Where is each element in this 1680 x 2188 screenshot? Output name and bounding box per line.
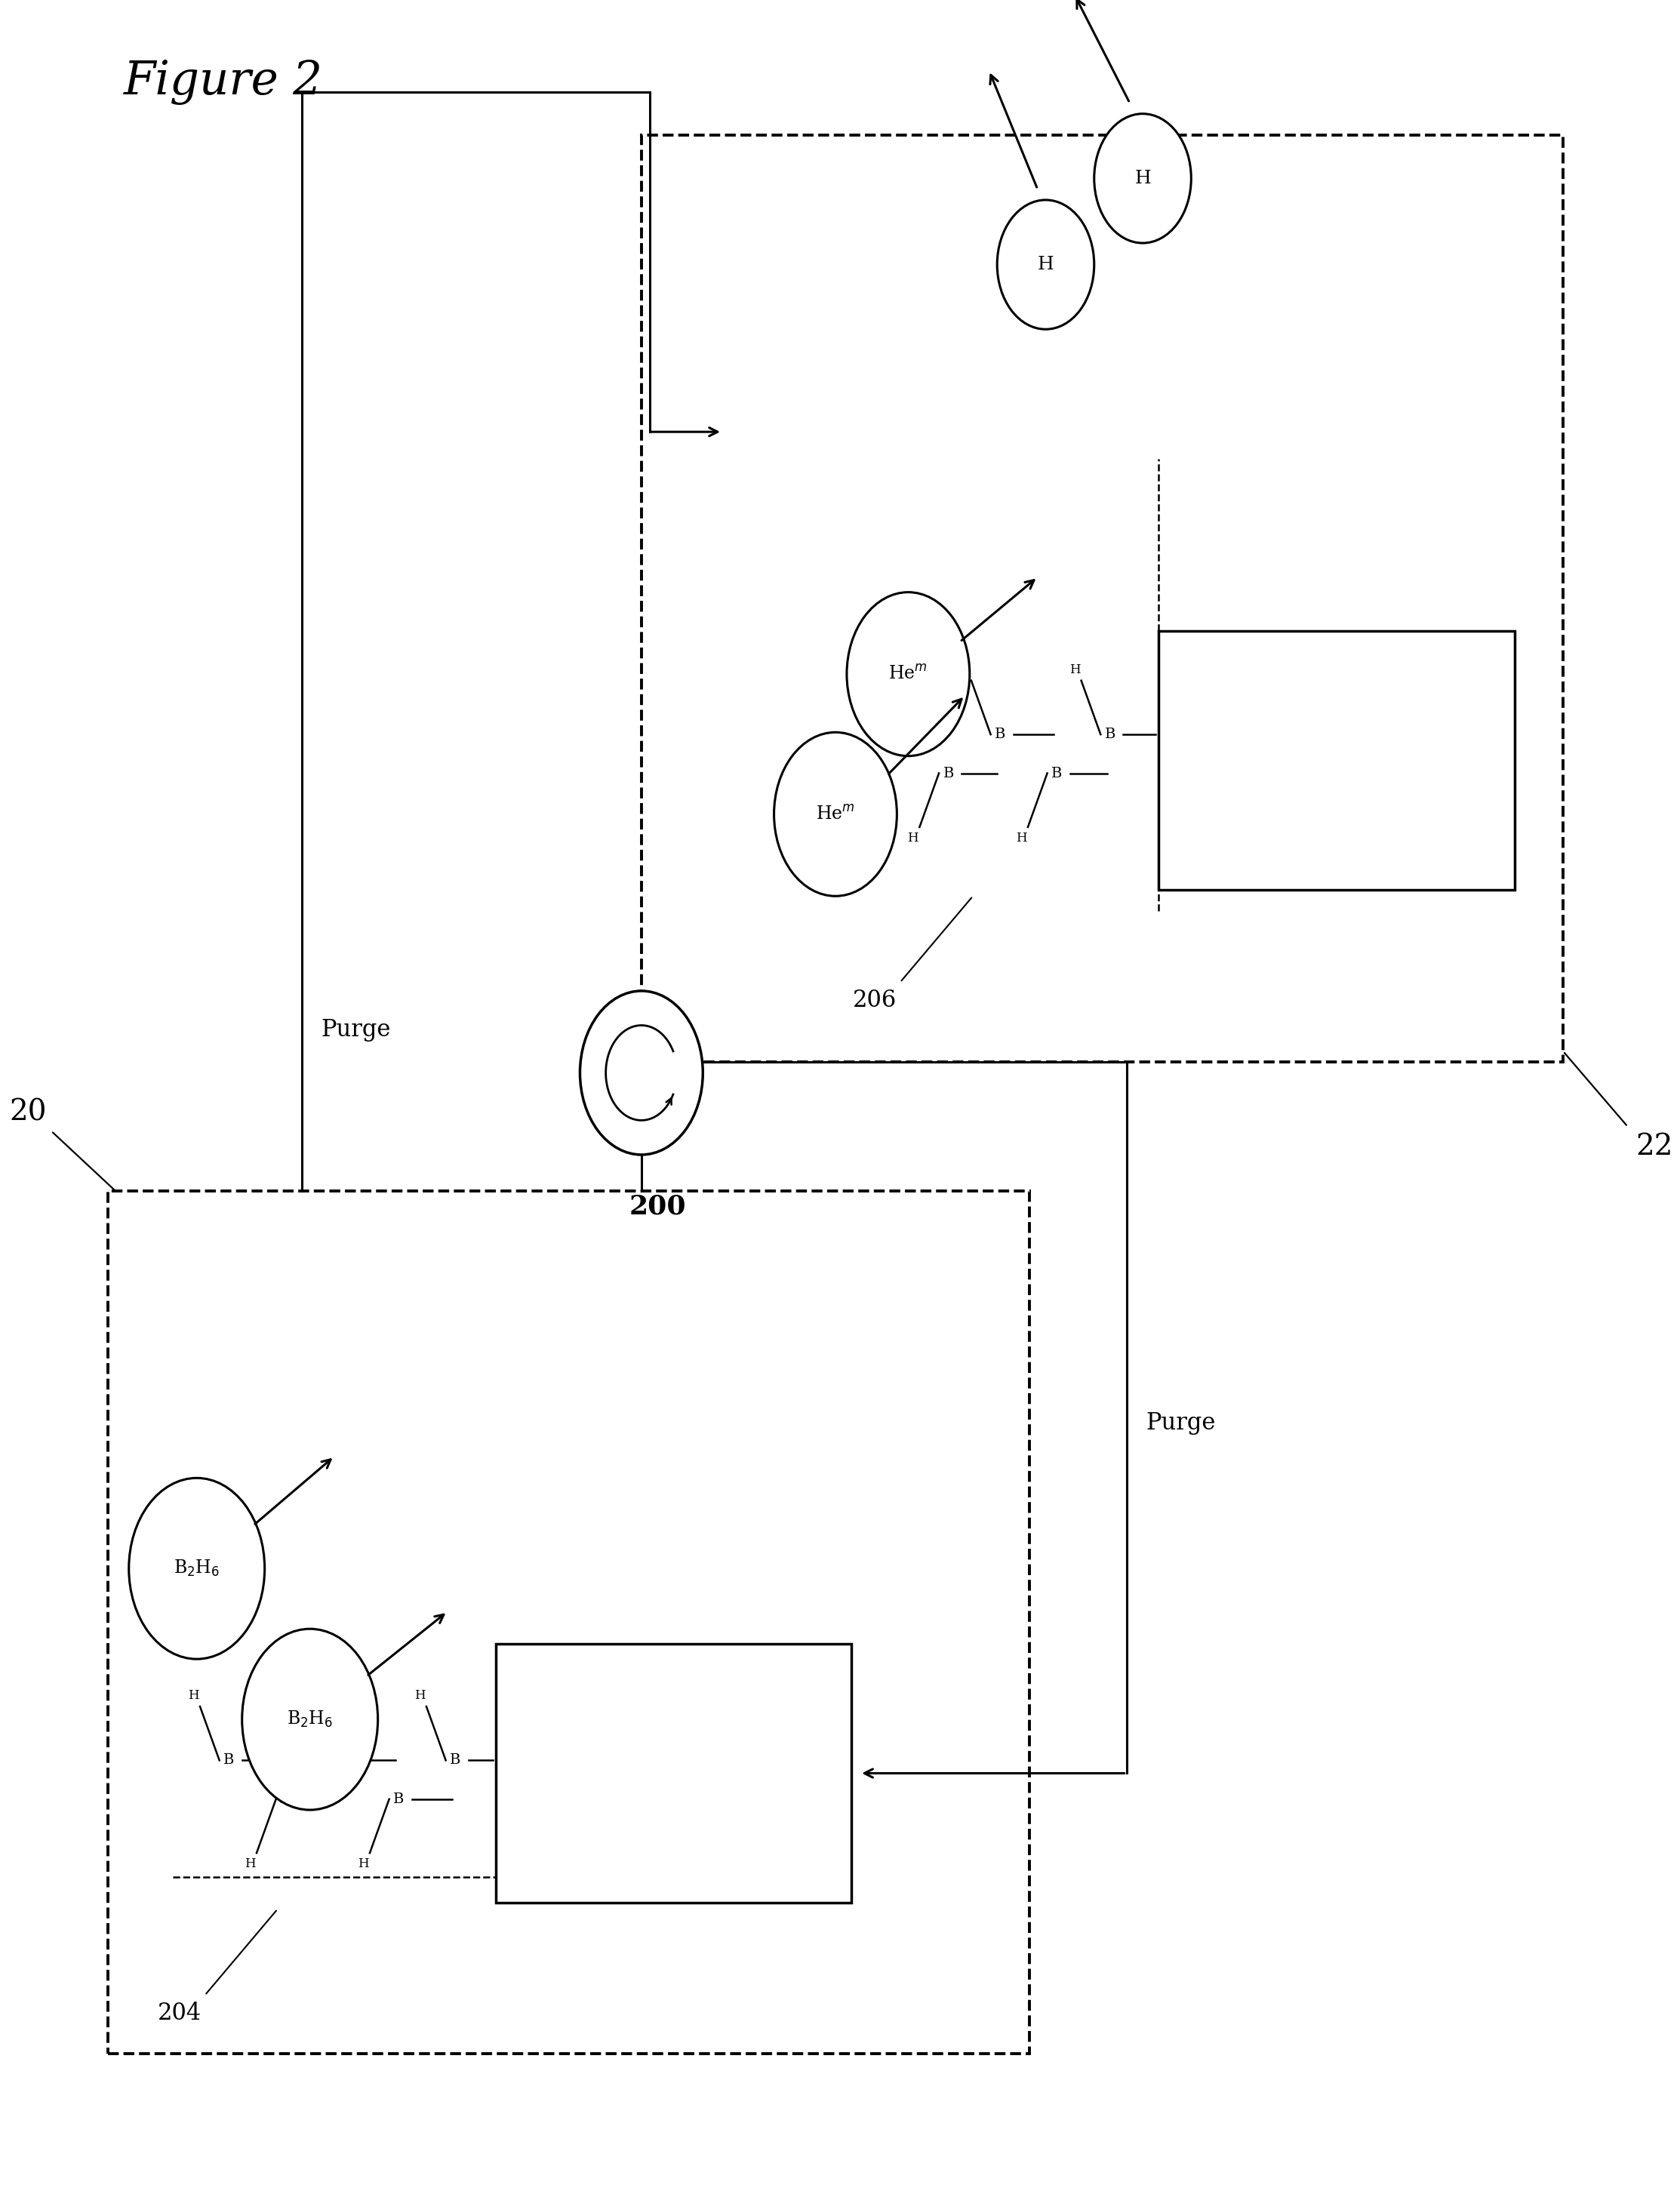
Text: H: H (959, 663, 971, 676)
Text: Figure 2: Figure 2 (124, 59, 323, 105)
Text: 20: 20 (8, 1098, 47, 1127)
Text: 206: 206 (853, 989, 897, 1013)
Text: H: H (1038, 256, 1053, 274)
Bar (642, 136, 1562, 1061)
Text: B: B (223, 1753, 235, 1768)
Text: B: B (995, 729, 1006, 742)
Text: B: B (281, 1792, 291, 1805)
Text: 102: 102 (1324, 823, 1364, 842)
Circle shape (129, 1479, 265, 1659)
Text: B: B (1052, 766, 1062, 781)
Text: He$^m$: He$^m$ (816, 805, 855, 823)
Text: H: H (415, 1689, 425, 1702)
Text: 204: 204 (158, 2002, 202, 2026)
Circle shape (242, 1628, 378, 1809)
Text: 102: 102 (660, 1836, 701, 1855)
Bar (1159, 630, 1515, 891)
Text: B: B (942, 766, 954, 781)
Text: B: B (1105, 729, 1116, 742)
Text: He$^m$: He$^m$ (889, 665, 927, 683)
Bar (108, 1190, 1030, 2055)
Text: H: H (1016, 831, 1026, 845)
Text: Purge: Purge (1146, 1411, 1216, 1435)
Circle shape (580, 991, 702, 1155)
Text: H: H (245, 1858, 255, 1871)
Text: B$_2$H$_6$: B$_2$H$_6$ (287, 1709, 333, 1729)
Text: 180-400°C: 180-400°C (623, 1733, 738, 1753)
Text: H: H (907, 831, 919, 845)
Text: B$_2$H$_6$: B$_2$H$_6$ (173, 1558, 220, 1578)
Text: H: H (1068, 663, 1080, 676)
Text: H: H (301, 1689, 312, 1702)
Text: 200: 200 (628, 1192, 685, 1219)
Text: B: B (393, 1792, 405, 1805)
Circle shape (1094, 114, 1191, 243)
Text: H: H (1134, 171, 1151, 188)
Circle shape (847, 593, 969, 757)
Text: B: B (338, 1753, 348, 1768)
Circle shape (774, 733, 897, 897)
Text: 22: 22 (1636, 1133, 1673, 1162)
Bar (496, 1643, 852, 1904)
Text: 180-400°C: 180-400°C (1287, 720, 1401, 740)
Text: B: B (450, 1753, 460, 1768)
Text: H: H (358, 1858, 370, 1871)
Text: Purge: Purge (321, 1017, 391, 1041)
Circle shape (998, 199, 1094, 328)
Text: H: H (188, 1689, 198, 1702)
